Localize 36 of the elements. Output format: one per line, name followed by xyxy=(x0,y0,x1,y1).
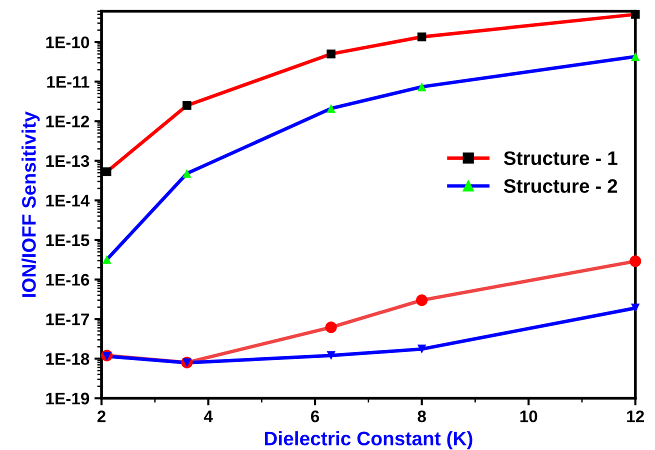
y-tick-label: 1E-15 xyxy=(46,234,90,246)
point xyxy=(630,304,640,312)
x-tick-label: 6 xyxy=(311,410,320,422)
point xyxy=(417,344,426,354)
y-tick-label: 1E-10 xyxy=(46,36,90,48)
point xyxy=(102,167,112,176)
y-tick-label: 1E-11 xyxy=(47,76,90,88)
point xyxy=(326,50,336,58)
point xyxy=(416,294,428,306)
point xyxy=(417,32,426,42)
x-tick-label: 10 xyxy=(520,410,538,422)
y-tick-label: 1E-18 xyxy=(46,353,90,365)
y-tick-label: 1E-14 xyxy=(46,194,90,206)
point xyxy=(630,52,640,61)
y-axis-title: ION/IOFF Sensitivity xyxy=(22,111,40,297)
point xyxy=(630,10,640,19)
point xyxy=(325,322,337,334)
y-tick-label: 1E-12 xyxy=(46,116,90,128)
x-tick-label: 8 xyxy=(418,410,426,422)
x-tick-label: 12 xyxy=(627,410,644,422)
point xyxy=(182,169,192,178)
y-tick-label: 1E-17 xyxy=(46,314,89,326)
x-tick-label: 2 xyxy=(97,410,106,422)
x-tick-label: 4 xyxy=(204,410,213,422)
point xyxy=(326,351,336,360)
x-axis-title: Dielectric Constant (K) xyxy=(264,431,472,450)
legend-label: Structure - 1 xyxy=(504,151,618,166)
y-tick-label: 1E-16 xyxy=(46,274,90,286)
y-tick-label: 1E-13 xyxy=(46,155,90,168)
point xyxy=(417,82,426,92)
point xyxy=(630,255,642,268)
y-tick-label: 1E-19 xyxy=(46,392,90,404)
point xyxy=(182,101,192,110)
point xyxy=(102,255,112,264)
legend-label: Structure - 2 xyxy=(504,179,618,193)
point xyxy=(326,104,336,113)
